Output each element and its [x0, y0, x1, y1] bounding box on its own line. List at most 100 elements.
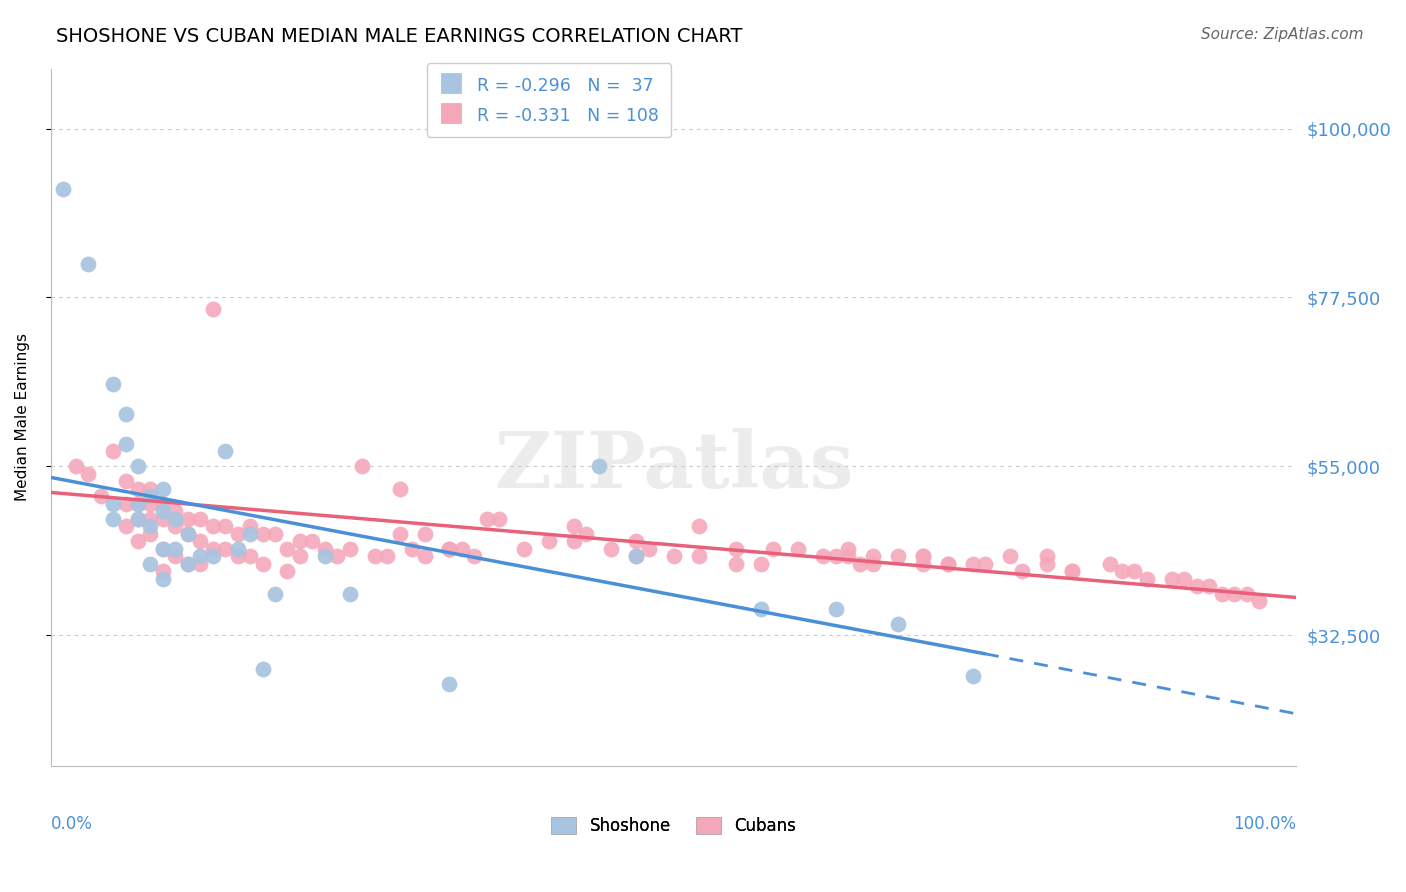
- Point: [314, 549, 336, 564]
- Point: [101, 376, 124, 391]
- Text: SHOSHONE VS CUBAN MEDIAN MALE EARNINGS CORRELATION CHART: SHOSHONE VS CUBAN MEDIAN MALE EARNINGS C…: [56, 27, 742, 45]
- Y-axis label: Median Male Earnings: Median Male Earnings: [15, 334, 30, 501]
- Point: [177, 512, 200, 526]
- Point: [1236, 587, 1258, 601]
- Point: [936, 557, 959, 571]
- Point: [811, 549, 834, 564]
- Point: [439, 677, 461, 691]
- Point: [114, 497, 136, 511]
- Point: [152, 572, 174, 586]
- Point: [849, 557, 872, 571]
- Point: [1098, 557, 1121, 571]
- Point: [974, 557, 997, 571]
- Point: [401, 541, 423, 556]
- Point: [363, 549, 385, 564]
- Point: [1011, 564, 1033, 578]
- Point: [637, 541, 659, 556]
- Point: [936, 557, 959, 571]
- Point: [152, 541, 174, 556]
- Point: [264, 526, 287, 541]
- Point: [388, 482, 411, 496]
- Point: [114, 436, 136, 450]
- Point: [77, 257, 100, 271]
- Text: 100.0%: 100.0%: [1233, 815, 1296, 833]
- Point: [152, 541, 174, 556]
- Point: [339, 587, 361, 601]
- Point: [114, 474, 136, 488]
- Point: [139, 519, 162, 533]
- Point: [1036, 557, 1059, 571]
- Point: [127, 534, 149, 549]
- Point: [1062, 564, 1084, 578]
- Text: Source: ZipAtlas.com: Source: ZipAtlas.com: [1201, 27, 1364, 42]
- Point: [90, 489, 112, 503]
- Point: [837, 541, 859, 556]
- Point: [488, 512, 510, 526]
- Point: [152, 482, 174, 496]
- Point: [1198, 579, 1220, 593]
- Point: [252, 662, 274, 676]
- Point: [226, 526, 249, 541]
- Point: [127, 512, 149, 526]
- Point: [276, 541, 298, 556]
- Point: [724, 541, 747, 556]
- Point: [1062, 564, 1084, 578]
- Point: [139, 526, 162, 541]
- Point: [749, 557, 772, 571]
- Point: [301, 534, 323, 549]
- Point: [288, 534, 311, 549]
- Point: [101, 497, 124, 511]
- Point: [862, 549, 884, 564]
- Point: [724, 557, 747, 571]
- Point: [824, 549, 846, 564]
- Point: [65, 459, 87, 474]
- Point: [139, 482, 162, 496]
- Point: [177, 557, 200, 571]
- Point: [77, 467, 100, 481]
- Point: [214, 444, 236, 458]
- Point: [288, 549, 311, 564]
- Point: [127, 482, 149, 496]
- Point: [239, 519, 262, 533]
- Point: [911, 549, 934, 564]
- Legend: Shoshone, Cubans: Shoshone, Cubans: [544, 810, 803, 842]
- Point: [626, 549, 648, 564]
- Point: [177, 526, 200, 541]
- Point: [911, 557, 934, 571]
- Point: [824, 601, 846, 615]
- Point: [139, 557, 162, 571]
- Point: [562, 519, 585, 533]
- Point: [1173, 572, 1195, 586]
- Point: [588, 459, 610, 474]
- Point: [837, 549, 859, 564]
- Point: [101, 512, 124, 526]
- Point: [887, 616, 910, 631]
- Point: [762, 541, 785, 556]
- Point: [413, 549, 436, 564]
- Point: [165, 541, 187, 556]
- Point: [127, 459, 149, 474]
- Point: [127, 497, 149, 511]
- Point: [662, 549, 685, 564]
- Point: [626, 534, 648, 549]
- Point: [314, 541, 336, 556]
- Point: [276, 564, 298, 578]
- Point: [52, 181, 75, 195]
- Point: [887, 549, 910, 564]
- Point: [475, 512, 498, 526]
- Point: [152, 504, 174, 518]
- Point: [413, 526, 436, 541]
- Point: [962, 669, 984, 683]
- Point: [139, 489, 162, 503]
- Point: [862, 557, 884, 571]
- Point: [1211, 587, 1233, 601]
- Point: [451, 541, 474, 556]
- Point: [688, 549, 710, 564]
- Point: [214, 541, 236, 556]
- Point: [201, 301, 224, 316]
- Point: [998, 549, 1021, 564]
- Point: [165, 512, 187, 526]
- Point: [375, 549, 398, 564]
- Point: [101, 444, 124, 458]
- Point: [226, 541, 249, 556]
